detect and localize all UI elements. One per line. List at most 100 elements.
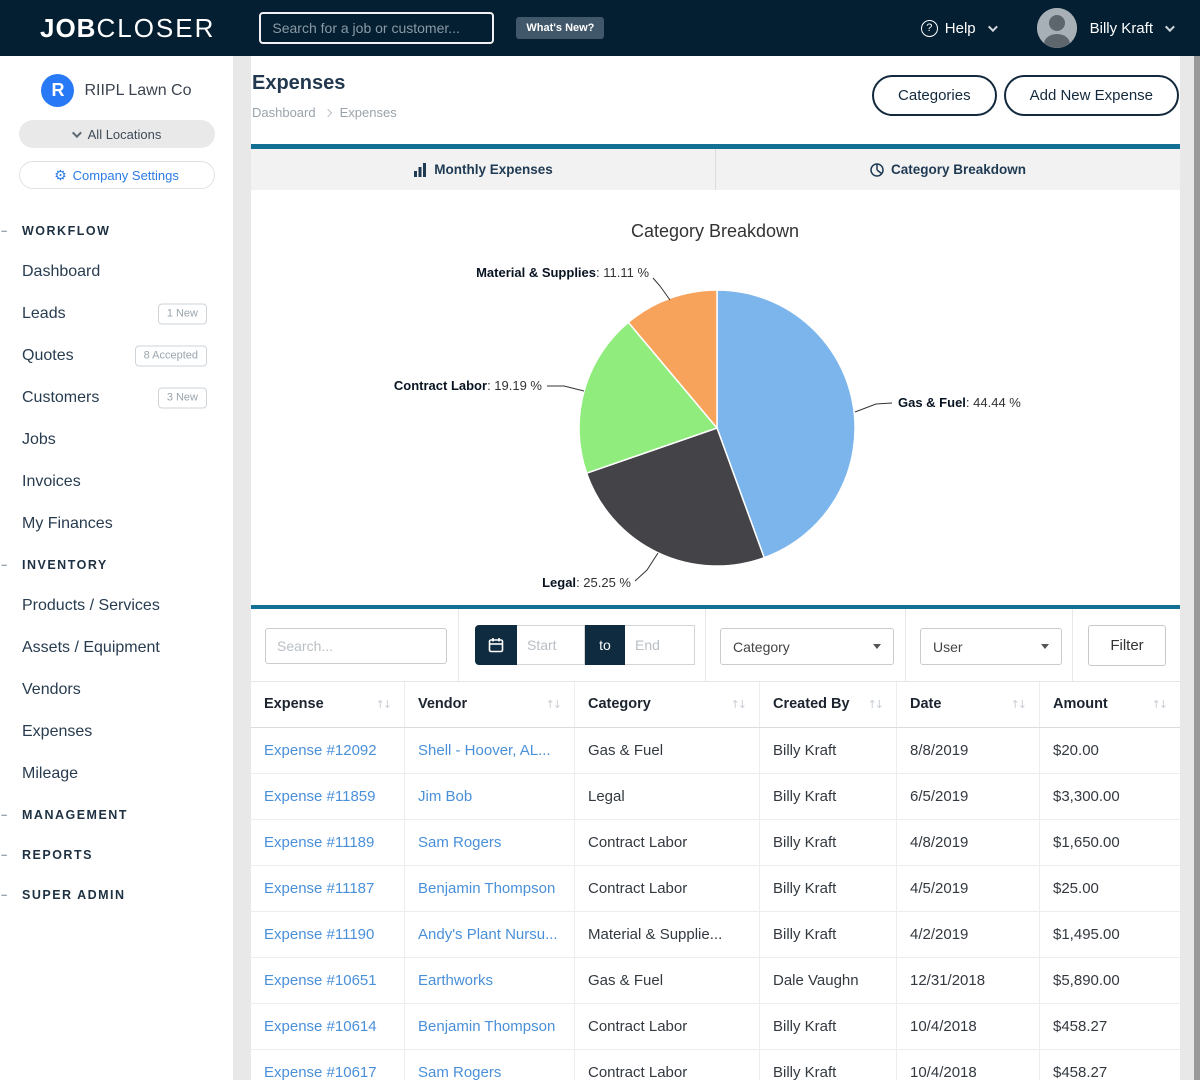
vendor-link[interactable]: Sam Rogers (405, 820, 575, 865)
created-by-cell: Dale Vaughn (760, 958, 897, 1003)
breadcrumb-expenses: Expenses (340, 105, 397, 120)
filter-button[interactable]: Filter (1088, 625, 1166, 666)
column-header-category[interactable]: Category ↑↓ (575, 682, 760, 727)
sidebar-item-mileage[interactable]: Mileage (0, 753, 233, 795)
sidebar-item-my-finances[interactable]: My Finances (0, 503, 233, 545)
sidebar-section-inventory[interactable]: -- INVENTORY (0, 545, 233, 585)
sidebar-item-invoices[interactable]: Invoices (0, 461, 233, 503)
expense-link[interactable]: Expense #11859 (251, 774, 405, 819)
label-connector (635, 553, 658, 581)
sidebar-item-expenses[interactable]: Expenses (0, 711, 233, 753)
table-row: Expense #10617 Sam Rogers Contract Labor… (251, 1050, 1180, 1080)
global-search-input[interactable] (259, 12, 494, 44)
table-search-input[interactable] (265, 628, 447, 664)
tab-category-breakdown[interactable]: Category Breakdown (715, 149, 1180, 190)
created-by-cell: Billy Kraft (760, 774, 897, 819)
sidebar-section-super-admin[interactable]: -- SUPER ADMIN (0, 875, 233, 915)
sort-icon[interactable]: ↑↓ (376, 682, 390, 727)
created-by-cell: Billy Kraft (760, 820, 897, 865)
breadcrumb: Dashboard Expenses (252, 105, 397, 120)
logo-bold: JOB (40, 13, 96, 43)
add-new-expense-button[interactable]: Add New Expense (1004, 75, 1179, 116)
column-header-expense[interactable]: Expense ↑↓ (251, 682, 405, 727)
expense-link[interactable]: Expense #11189 (251, 820, 405, 865)
vendor-link[interactable]: Sam Rogers (405, 1050, 575, 1080)
column-header-amount[interactable]: Amount ↑↓ (1040, 682, 1180, 727)
column-header-date[interactable]: Date ↑↓ (897, 682, 1040, 727)
pie-chart (579, 290, 855, 566)
sidebar-section-management[interactable]: -- MANAGEMENT (0, 795, 233, 835)
category-cell: Gas & Fuel (575, 958, 760, 1003)
category-cell: Contract Labor (575, 820, 760, 865)
person-icon (1037, 8, 1077, 48)
category-select[interactable]: Category (720, 628, 894, 665)
sidebar-nav: -- WORKFLOW Dashboard Leads 1 New Quotes… (0, 211, 233, 915)
user-menu[interactable]: Billy Kraft (1090, 20, 1153, 37)
vendor-link[interactable]: Benjamin Thompson (405, 866, 575, 911)
chevron-down-icon[interactable] (988, 22, 998, 32)
categories-button[interactable]: Categories (872, 75, 997, 116)
divider (705, 609, 706, 681)
vendor-link[interactable]: Earthworks (405, 958, 575, 1003)
table-row: Expense #11859 Jim Bob Legal Billy Kraft… (251, 774, 1180, 820)
date-cell: 6/5/2019 (897, 774, 1040, 819)
sidebar-section-reports[interactable]: -- REPORTS (0, 835, 233, 875)
section-dashes-icon: -- (1, 545, 6, 585)
sort-icon[interactable]: ↑↓ (1152, 682, 1166, 727)
avatar[interactable] (1037, 8, 1077, 48)
count-badge: 8 Accepted (135, 346, 207, 367)
amount-cell: $1,495.00 (1040, 912, 1180, 957)
date-cell: 12/31/2018 (897, 958, 1040, 1003)
sidebar-item-quotes[interactable]: Quotes 8 Accepted (0, 335, 233, 377)
end-date-input[interactable] (625, 625, 695, 665)
column-header-vendor[interactable]: Vendor ↑↓ (405, 682, 575, 727)
sidebar-item-assets-equipment[interactable]: Assets / Equipment (0, 627, 233, 669)
column-header-created-by[interactable]: Created By ↑↓ (760, 682, 897, 727)
sidebar-item-vendors[interactable]: Vendors (0, 669, 233, 711)
category-breakdown-chart: Category Breakdown Gas & Fuel: 44.44 % L… (251, 190, 1180, 605)
sidebar-section-workflow[interactable]: -- WORKFLOW (0, 211, 233, 251)
date-cell: 4/8/2019 (897, 820, 1040, 865)
start-date-input[interactable] (517, 625, 585, 665)
created-by-cell: Billy Kraft (760, 912, 897, 957)
page-scrollbar[interactable] (1194, 56, 1200, 1080)
vendor-link[interactable]: Jim Bob (405, 774, 575, 819)
amount-cell: $458.27 (1040, 1004, 1180, 1049)
count-badge: 1 New (158, 304, 207, 325)
sidebar-item-customers[interactable]: Customers 3 New (0, 377, 233, 419)
top-navbar: JOBCLOSER What's New? ? Help Billy Kraft (0, 0, 1200, 56)
app-logo: JOBCLOSER (40, 13, 215, 44)
expense-link[interactable]: Expense #10617 (251, 1050, 405, 1080)
expense-link[interactable]: Expense #10614 (251, 1004, 405, 1049)
company-logo: R (41, 74, 74, 107)
expense-link[interactable]: Expense #11190 (251, 912, 405, 957)
sidebar-item-dashboard[interactable]: Dashboard (0, 251, 233, 293)
expenses-table-body: Expense #12092 Shell - Hoover, AL... Gas… (251, 728, 1180, 1080)
sidebar-item-jobs[interactable]: Jobs (0, 419, 233, 461)
vendor-link[interactable]: Andy's Plant Nursu... (405, 912, 575, 957)
left-gutter (233, 56, 251, 1080)
category-cell: Contract Labor (575, 1004, 760, 1049)
sort-icon[interactable]: ↑↓ (1011, 682, 1025, 727)
help-menu[interactable]: Help (945, 20, 976, 37)
sort-icon[interactable]: ↑↓ (731, 682, 745, 727)
company-settings-button[interactable]: ⚙ Company Settings (19, 161, 215, 189)
user-select[interactable]: User (920, 628, 1062, 665)
tab-monthly-expenses[interactable]: Monthly Expenses (251, 149, 715, 190)
sort-icon[interactable]: ↑↓ (868, 682, 882, 727)
all-locations-dropdown[interactable]: All Locations (19, 120, 215, 148)
expense-link[interactable]: Expense #12092 (251, 728, 405, 773)
sidebar-item-products-services[interactable]: Products / Services (0, 585, 233, 627)
expenses-table-header: Expense ↑↓ Vendor ↑↓ Category ↑↓ Created… (251, 682, 1180, 728)
sidebar-item-leads[interactable]: Leads 1 New (0, 293, 233, 335)
whats-new-button[interactable]: What's New? (516, 17, 604, 39)
chevron-down-icon[interactable] (1165, 22, 1175, 32)
vendor-link[interactable]: Benjamin Thompson (405, 1004, 575, 1049)
expense-link[interactable]: Expense #11187 (251, 866, 405, 911)
expense-link[interactable]: Expense #10651 (251, 958, 405, 1003)
sort-icon[interactable]: ↑↓ (546, 682, 560, 727)
breadcrumb-dashboard[interactable]: Dashboard (252, 105, 316, 120)
vendor-link[interactable]: Shell - Hoover, AL... (405, 728, 575, 773)
calendar-button[interactable] (475, 625, 517, 665)
table-row: Expense #10614 Benjamin Thompson Contrac… (251, 1004, 1180, 1050)
